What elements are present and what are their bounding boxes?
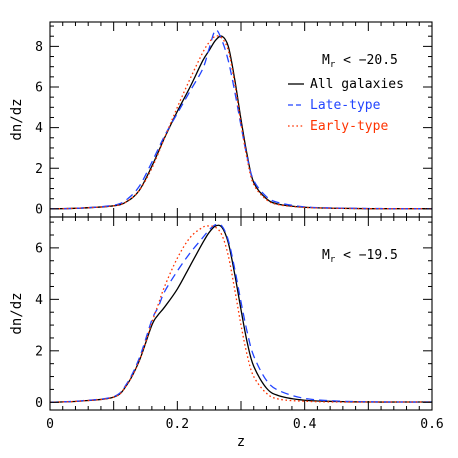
legend-label: Late-type bbox=[310, 98, 381, 113]
y-tick-label: 4 bbox=[35, 293, 43, 308]
series-line-all-galaxies bbox=[50, 224, 432, 403]
magnitude-cut-label: Mr < −19.5 bbox=[322, 248, 398, 265]
series-group bbox=[50, 29, 432, 210]
y-tick-label: 8 bbox=[35, 40, 43, 55]
x-tick-label: 0.6 bbox=[420, 417, 443, 432]
legend-label: All galaxies bbox=[310, 77, 404, 92]
y-tick-label: 2 bbox=[35, 162, 43, 177]
top-panel: 0 2 4 6 8 dn/dz Mr < −20.5 All galaxies Late-typ… bbox=[9, 21, 433, 218]
magnitude-cut-label: Mr < −20.5 bbox=[322, 53, 398, 70]
y-axis-label: dn/dz bbox=[9, 98, 25, 140]
y-axis-label: dn/dz bbox=[9, 292, 25, 334]
x-tick-label: 0 bbox=[46, 417, 54, 432]
x-tick-label: 0.2 bbox=[166, 417, 189, 432]
legend-label: Early-type bbox=[310, 119, 388, 134]
y-tick-label: 2 bbox=[35, 344, 43, 359]
y-tick-label: 0 bbox=[35, 396, 43, 411]
bottom-panel: 0 2 4 6 0 0.2 0.4 0.6 dn/dz z Mr < −19.5 bbox=[9, 216, 444, 450]
y-tick-label: 6 bbox=[35, 241, 43, 256]
plot-frame bbox=[49, 216, 433, 411]
legend: All galaxies Late-type Early-type bbox=[288, 77, 404, 134]
y-tick-label: 6 bbox=[35, 81, 43, 96]
y-tick-label: 0 bbox=[35, 202, 43, 217]
series-group bbox=[50, 223, 432, 403]
series-line-early-type bbox=[50, 35, 432, 210]
x-tick-label: 0.4 bbox=[293, 417, 317, 432]
y-tick-label: 4 bbox=[35, 121, 43, 136]
series-line-early-type bbox=[50, 225, 432, 403]
x-axis-label: z bbox=[237, 434, 245, 450]
